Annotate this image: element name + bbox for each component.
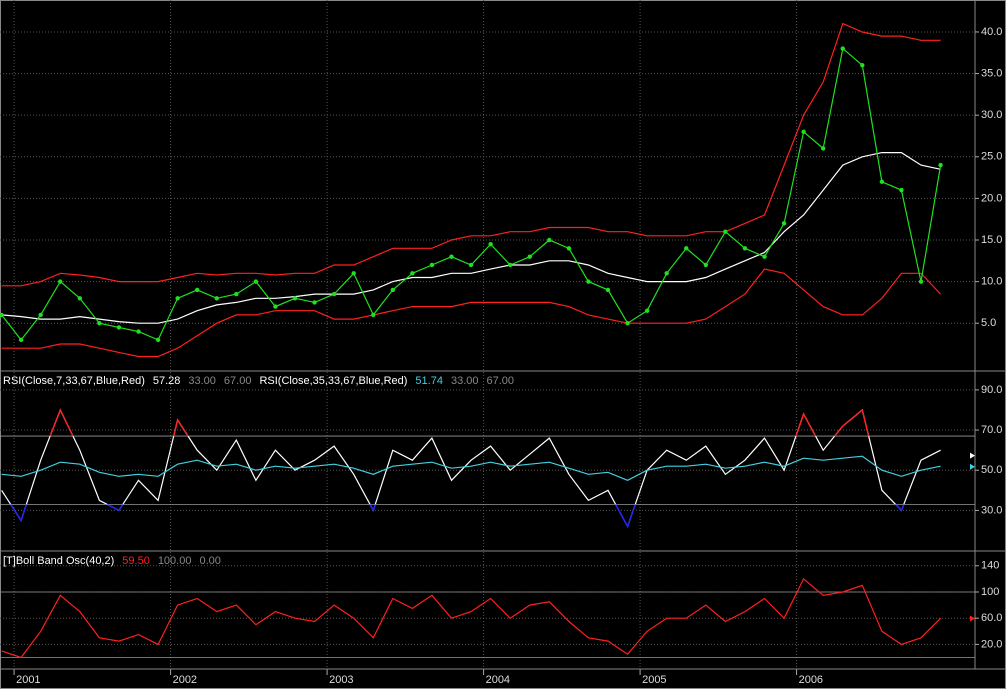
point bbox=[547, 237, 552, 243]
point bbox=[664, 271, 669, 276]
point bbox=[488, 241, 493, 247]
point bbox=[234, 291, 239, 297]
point bbox=[38, 312, 43, 318]
y-tick-label: 10.0 bbox=[981, 276, 1002, 288]
point bbox=[429, 262, 435, 268]
point bbox=[331, 291, 337, 297]
point bbox=[116, 325, 122, 330]
point bbox=[723, 229, 728, 234]
y-tick-label: 40.0 bbox=[981, 26, 1002, 38]
point bbox=[312, 300, 317, 305]
point bbox=[605, 287, 611, 293]
last-value-marker bbox=[970, 615, 975, 622]
point bbox=[155, 337, 161, 343]
x-tick-label: 2005 bbox=[642, 674, 666, 686]
y-tick-label: 90.0 bbox=[981, 384, 1002, 396]
point bbox=[684, 246, 689, 251]
series-line bbox=[1, 408, 941, 528]
point bbox=[468, 262, 474, 268]
series-line-below bbox=[9, 504, 905, 529]
point bbox=[351, 271, 356, 276]
point bbox=[58, 279, 63, 284]
series-line bbox=[1, 577, 942, 659]
point bbox=[860, 63, 865, 68]
x-tick-label: 2004 bbox=[486, 674, 510, 686]
point bbox=[97, 321, 102, 326]
y-tick-label: 30.0 bbox=[981, 109, 1002, 121]
point bbox=[801, 129, 806, 135]
legend-level: 33.00 bbox=[451, 375, 479, 387]
point bbox=[781, 221, 787, 226]
point bbox=[371, 312, 376, 318]
point bbox=[918, 279, 924, 284]
y-tick-label: 35.0 bbox=[981, 67, 1002, 79]
point bbox=[507, 262, 513, 268]
series-line-above bbox=[49, 408, 870, 437]
legend-last-value: 51.74 bbox=[415, 375, 443, 387]
y-tick-label: 60.0 bbox=[981, 612, 1002, 624]
point bbox=[742, 246, 748, 251]
x-tick-label: 2006 bbox=[799, 674, 823, 686]
point bbox=[703, 262, 709, 268]
point bbox=[820, 146, 826, 151]
last-value-marker bbox=[970, 463, 975, 470]
legend-last-value: 59.50 bbox=[122, 555, 150, 567]
point bbox=[175, 296, 180, 301]
y-tick-label: 30.0 bbox=[981, 504, 1002, 516]
point bbox=[194, 287, 200, 293]
point bbox=[390, 287, 396, 293]
legend-name: RSI(Close,7,33,67,Blue,Red) bbox=[3, 375, 145, 387]
last-value-marker bbox=[970, 452, 975, 459]
point bbox=[253, 279, 259, 284]
y-tick-label: 5.0 bbox=[981, 317, 996, 329]
point bbox=[879, 179, 885, 184]
legend-level: 100.00 bbox=[158, 555, 192, 567]
point bbox=[0, 312, 4, 318]
point bbox=[292, 296, 298, 301]
point bbox=[273, 304, 278, 309]
y-tick-label: 50.0 bbox=[981, 464, 1002, 476]
point bbox=[18, 337, 24, 343]
y-tick-label: 100 bbox=[981, 586, 999, 598]
legend-last-value: 57.28 bbox=[153, 375, 181, 387]
y-tick-label: 70.0 bbox=[981, 424, 1002, 436]
series-line bbox=[1, 22, 941, 287]
y-tick-label: 20.0 bbox=[981, 638, 1002, 650]
legend-level: 67.00 bbox=[486, 375, 514, 387]
point bbox=[136, 329, 141, 334]
point bbox=[625, 321, 630, 326]
point bbox=[566, 246, 572, 251]
y-tick-label: 25.0 bbox=[981, 151, 1002, 163]
point bbox=[449, 254, 454, 259]
legend-name: [T]Boll Band Osc(40,2) bbox=[3, 555, 114, 567]
point bbox=[410, 271, 415, 276]
x-tick-label: 2002 bbox=[173, 674, 197, 686]
legend-level: 33.00 bbox=[188, 375, 216, 387]
y-tick-label: 20.0 bbox=[981, 192, 1002, 204]
legend-level: 67.00 bbox=[224, 375, 252, 387]
point bbox=[527, 254, 532, 259]
point bbox=[586, 279, 591, 284]
point bbox=[214, 296, 219, 301]
point bbox=[899, 187, 904, 193]
point bbox=[938, 162, 943, 168]
series-line bbox=[1, 455, 941, 481]
legend-name: RSI(Close,35,33,67,Blue,Red) bbox=[259, 375, 407, 387]
series-line bbox=[1, 47, 942, 341]
y-tick-label: 140 bbox=[981, 560, 999, 572]
x-tick-label: 2003 bbox=[329, 674, 353, 686]
x-tick-label: 2001 bbox=[16, 674, 40, 686]
point bbox=[77, 296, 83, 301]
point bbox=[644, 308, 650, 313]
series-line bbox=[1, 268, 942, 358]
y-tick-label: 15.0 bbox=[981, 234, 1002, 246]
series-line bbox=[1, 152, 941, 324]
legend-level: 0.00 bbox=[199, 555, 220, 567]
point bbox=[762, 254, 767, 259]
point bbox=[840, 46, 845, 51]
